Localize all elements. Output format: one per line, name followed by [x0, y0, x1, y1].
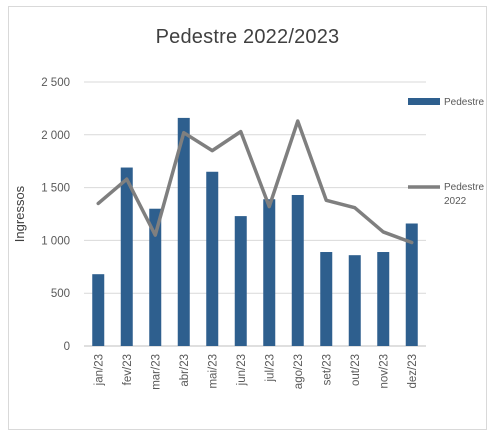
x-tick-label: mar/23	[150, 354, 162, 390]
bar	[377, 252, 390, 346]
series-line	[96, 119, 414, 245]
bar	[149, 208, 162, 346]
x-tick-label: set/23	[321, 354, 333, 385]
bar	[206, 171, 219, 346]
bar	[320, 252, 333, 346]
legend-label: Pedestre	[444, 182, 484, 193]
legend-label: Pedestre	[444, 97, 484, 108]
y-tick-label: 1 000	[41, 235, 70, 247]
x-tick-label: mai/23	[207, 354, 219, 389]
chart-frame	[8, 6, 487, 430]
grid-lines	[84, 81, 426, 347]
y-tick-label: 500	[51, 288, 70, 300]
legend: Pedestre Pedestre 2022	[408, 97, 484, 207]
x-tick-label: jul/23	[264, 354, 276, 383]
bar-series	[92, 117, 418, 347]
y-axis-title: Ingressos	[12, 185, 27, 242]
bar	[263, 199, 276, 346]
x-tick-label: fev/23	[122, 354, 134, 385]
y-tick-labels: 0 500 1 000 1 500 2 000 2 500	[41, 77, 70, 353]
y-tick-label: 0	[64, 341, 70, 353]
y-tick-label: 2 500	[41, 77, 70, 89]
x-tick-label: nov/23	[378, 354, 390, 389]
bar	[348, 255, 361, 346]
x-tick-label: abr/23	[179, 354, 191, 387]
chart-title: Pedestre 2022/2023	[155, 26, 340, 48]
bar	[234, 216, 247, 346]
legend-label: 2022	[444, 196, 467, 207]
bar	[120, 167, 133, 346]
x-tick-label: dez/23	[407, 354, 419, 389]
x-tick-label: jan/23	[93, 354, 105, 386]
bar	[177, 117, 190, 347]
x-tick-label: ago/23	[293, 354, 305, 389]
x-tick-label: out/23	[350, 354, 362, 386]
y-tick-label: 2 000	[41, 130, 70, 142]
y-tick-label: 1 500	[41, 183, 70, 195]
bar	[291, 194, 304, 346]
line-series	[96, 119, 414, 245]
legend-swatch-bar	[408, 98, 440, 105]
x-tick-labels: jan/23 fev/23 mar/23 abr/23 mai/23 jun/23 jul/…	[93, 354, 419, 390]
x-tick-label: jun/23	[236, 354, 248, 386]
bar	[405, 223, 418, 346]
bar	[92, 274, 105, 346]
